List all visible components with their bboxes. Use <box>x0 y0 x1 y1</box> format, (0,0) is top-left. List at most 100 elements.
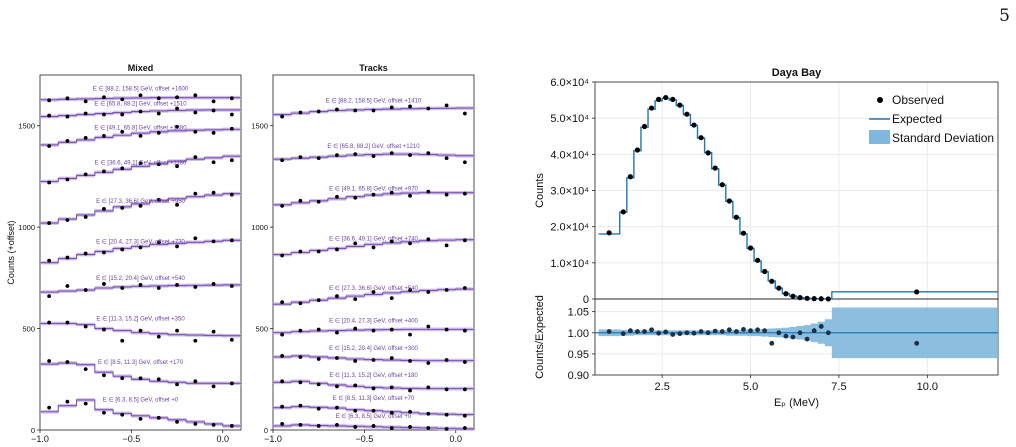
ratio-point <box>726 327 732 333</box>
observed-point <box>211 108 216 113</box>
expected-line <box>40 399 241 427</box>
observed-point <box>47 144 52 148</box>
observed-point <box>65 320 70 325</box>
series-label: E ∈ [27.3, 36.6] GeV, offset +540 <box>329 285 418 292</box>
uncertainty-band <box>40 191 241 225</box>
observed-point <box>316 327 321 332</box>
observed-point <box>175 382 179 387</box>
observed-point <box>444 387 449 392</box>
observed-point <box>47 320 52 325</box>
observed-point <box>298 403 303 408</box>
y-tick-label: 0 <box>31 426 35 435</box>
legend-observed-label: Observed <box>892 93 944 107</box>
observed-point <box>120 286 125 290</box>
observed-point <box>138 416 143 421</box>
observed-point <box>102 112 106 117</box>
ratio-point <box>627 328 633 334</box>
y-tick-label: 1500 <box>251 122 268 131</box>
observed-point <box>83 172 88 177</box>
observed-point <box>698 135 704 141</box>
observed-point <box>408 153 412 158</box>
ratio-point <box>790 334 796 340</box>
observed-point <box>316 249 321 254</box>
series: E ∈ [36.6, 49.1] GeV, offset +740 <box>273 235 474 258</box>
series: E ∈ [11.3, 15.2] GeV, offset +350 <box>40 316 241 343</box>
observed-point <box>444 103 449 108</box>
observed-point <box>229 96 234 101</box>
observed-point <box>444 358 449 362</box>
x-tick-label: 0.0 <box>449 434 462 444</box>
observed-point <box>156 240 161 245</box>
y-tick-label: 500 <box>255 325 268 334</box>
y-tick-label: 4.0×10⁴ <box>550 149 589 161</box>
observed-point <box>175 419 179 424</box>
observed-point <box>335 384 339 389</box>
observed-point <box>175 202 179 207</box>
observed-point <box>426 324 431 329</box>
observed-point <box>102 410 106 415</box>
ratio-point <box>769 340 775 346</box>
observed-point <box>156 96 161 101</box>
observed-point <box>818 296 824 302</box>
observed-point <box>825 296 831 302</box>
observed-point <box>298 380 303 385</box>
x-tick-label: −0.5 <box>355 434 373 444</box>
observed-point <box>914 289 920 295</box>
observed-point <box>705 150 711 156</box>
y-tick-label: 500 <box>22 325 35 334</box>
observed-point <box>755 257 761 263</box>
observed-point <box>408 104 412 109</box>
observed-point <box>193 110 198 115</box>
observed-point <box>606 230 612 236</box>
series: E ∈ [65.8, 88.2] GeV, offset +1210 <box>273 143 474 165</box>
observed-point <box>316 382 321 387</box>
ratio-point <box>748 328 753 334</box>
observed-point <box>280 300 285 305</box>
observed-point <box>83 135 88 140</box>
observed-point <box>211 329 216 334</box>
observed-point <box>138 161 143 166</box>
observed-point <box>83 251 88 256</box>
ratio-point <box>684 330 690 336</box>
y-tick-label: 0 <box>264 426 268 435</box>
observed-point <box>408 425 412 429</box>
observed-point <box>335 423 339 427</box>
observed-point <box>47 405 52 410</box>
observed-point <box>316 156 321 161</box>
expected-line <box>273 192 474 206</box>
observed-point <box>175 244 179 249</box>
series: E ∈ [15.2, 20.4] GeV, offset +300 <box>273 345 474 365</box>
observed-point <box>175 164 179 169</box>
observed-point <box>634 147 641 153</box>
observed-point <box>371 386 376 391</box>
expected-line <box>40 155 241 183</box>
observed-point <box>298 423 303 427</box>
expected-line <box>273 288 474 305</box>
observed-point <box>47 98 52 103</box>
observed-point <box>335 194 339 199</box>
observed-point <box>371 408 376 413</box>
series-label: E ∈ [15.2, 20.4] GeV, offset +300 <box>329 345 418 352</box>
observed-point <box>426 385 431 390</box>
series-label: E ∈ [27.3, 36.6] GeV, offset +950 <box>96 198 185 205</box>
observed-point <box>65 96 70 101</box>
observed-point <box>102 250 106 255</box>
observed-point <box>65 114 70 119</box>
series: E ∈ [15.2, 20.4] GeV, offset +540 <box>40 275 241 299</box>
observed-point <box>102 133 106 138</box>
observed-point <box>790 293 796 299</box>
observed-point <box>120 97 125 102</box>
ratio-point <box>712 328 718 334</box>
plot-frame <box>272 74 475 431</box>
y-tick-label: 1000 <box>18 223 35 232</box>
y-tick-label: 6.0×10⁴ <box>550 77 589 89</box>
y-axis-label: Counts (+offset) <box>6 220 16 284</box>
observed-point <box>65 255 70 260</box>
observed-point <box>335 294 339 299</box>
ratio-point <box>719 329 725 334</box>
x-tick-label: −1.0 <box>31 434 49 444</box>
expected-line <box>273 380 474 390</box>
series-label: E ∈ [49.1, 65.8] GeV, offset +1380 <box>94 124 187 131</box>
observed-point <box>138 328 143 333</box>
observed-point <box>316 357 321 361</box>
